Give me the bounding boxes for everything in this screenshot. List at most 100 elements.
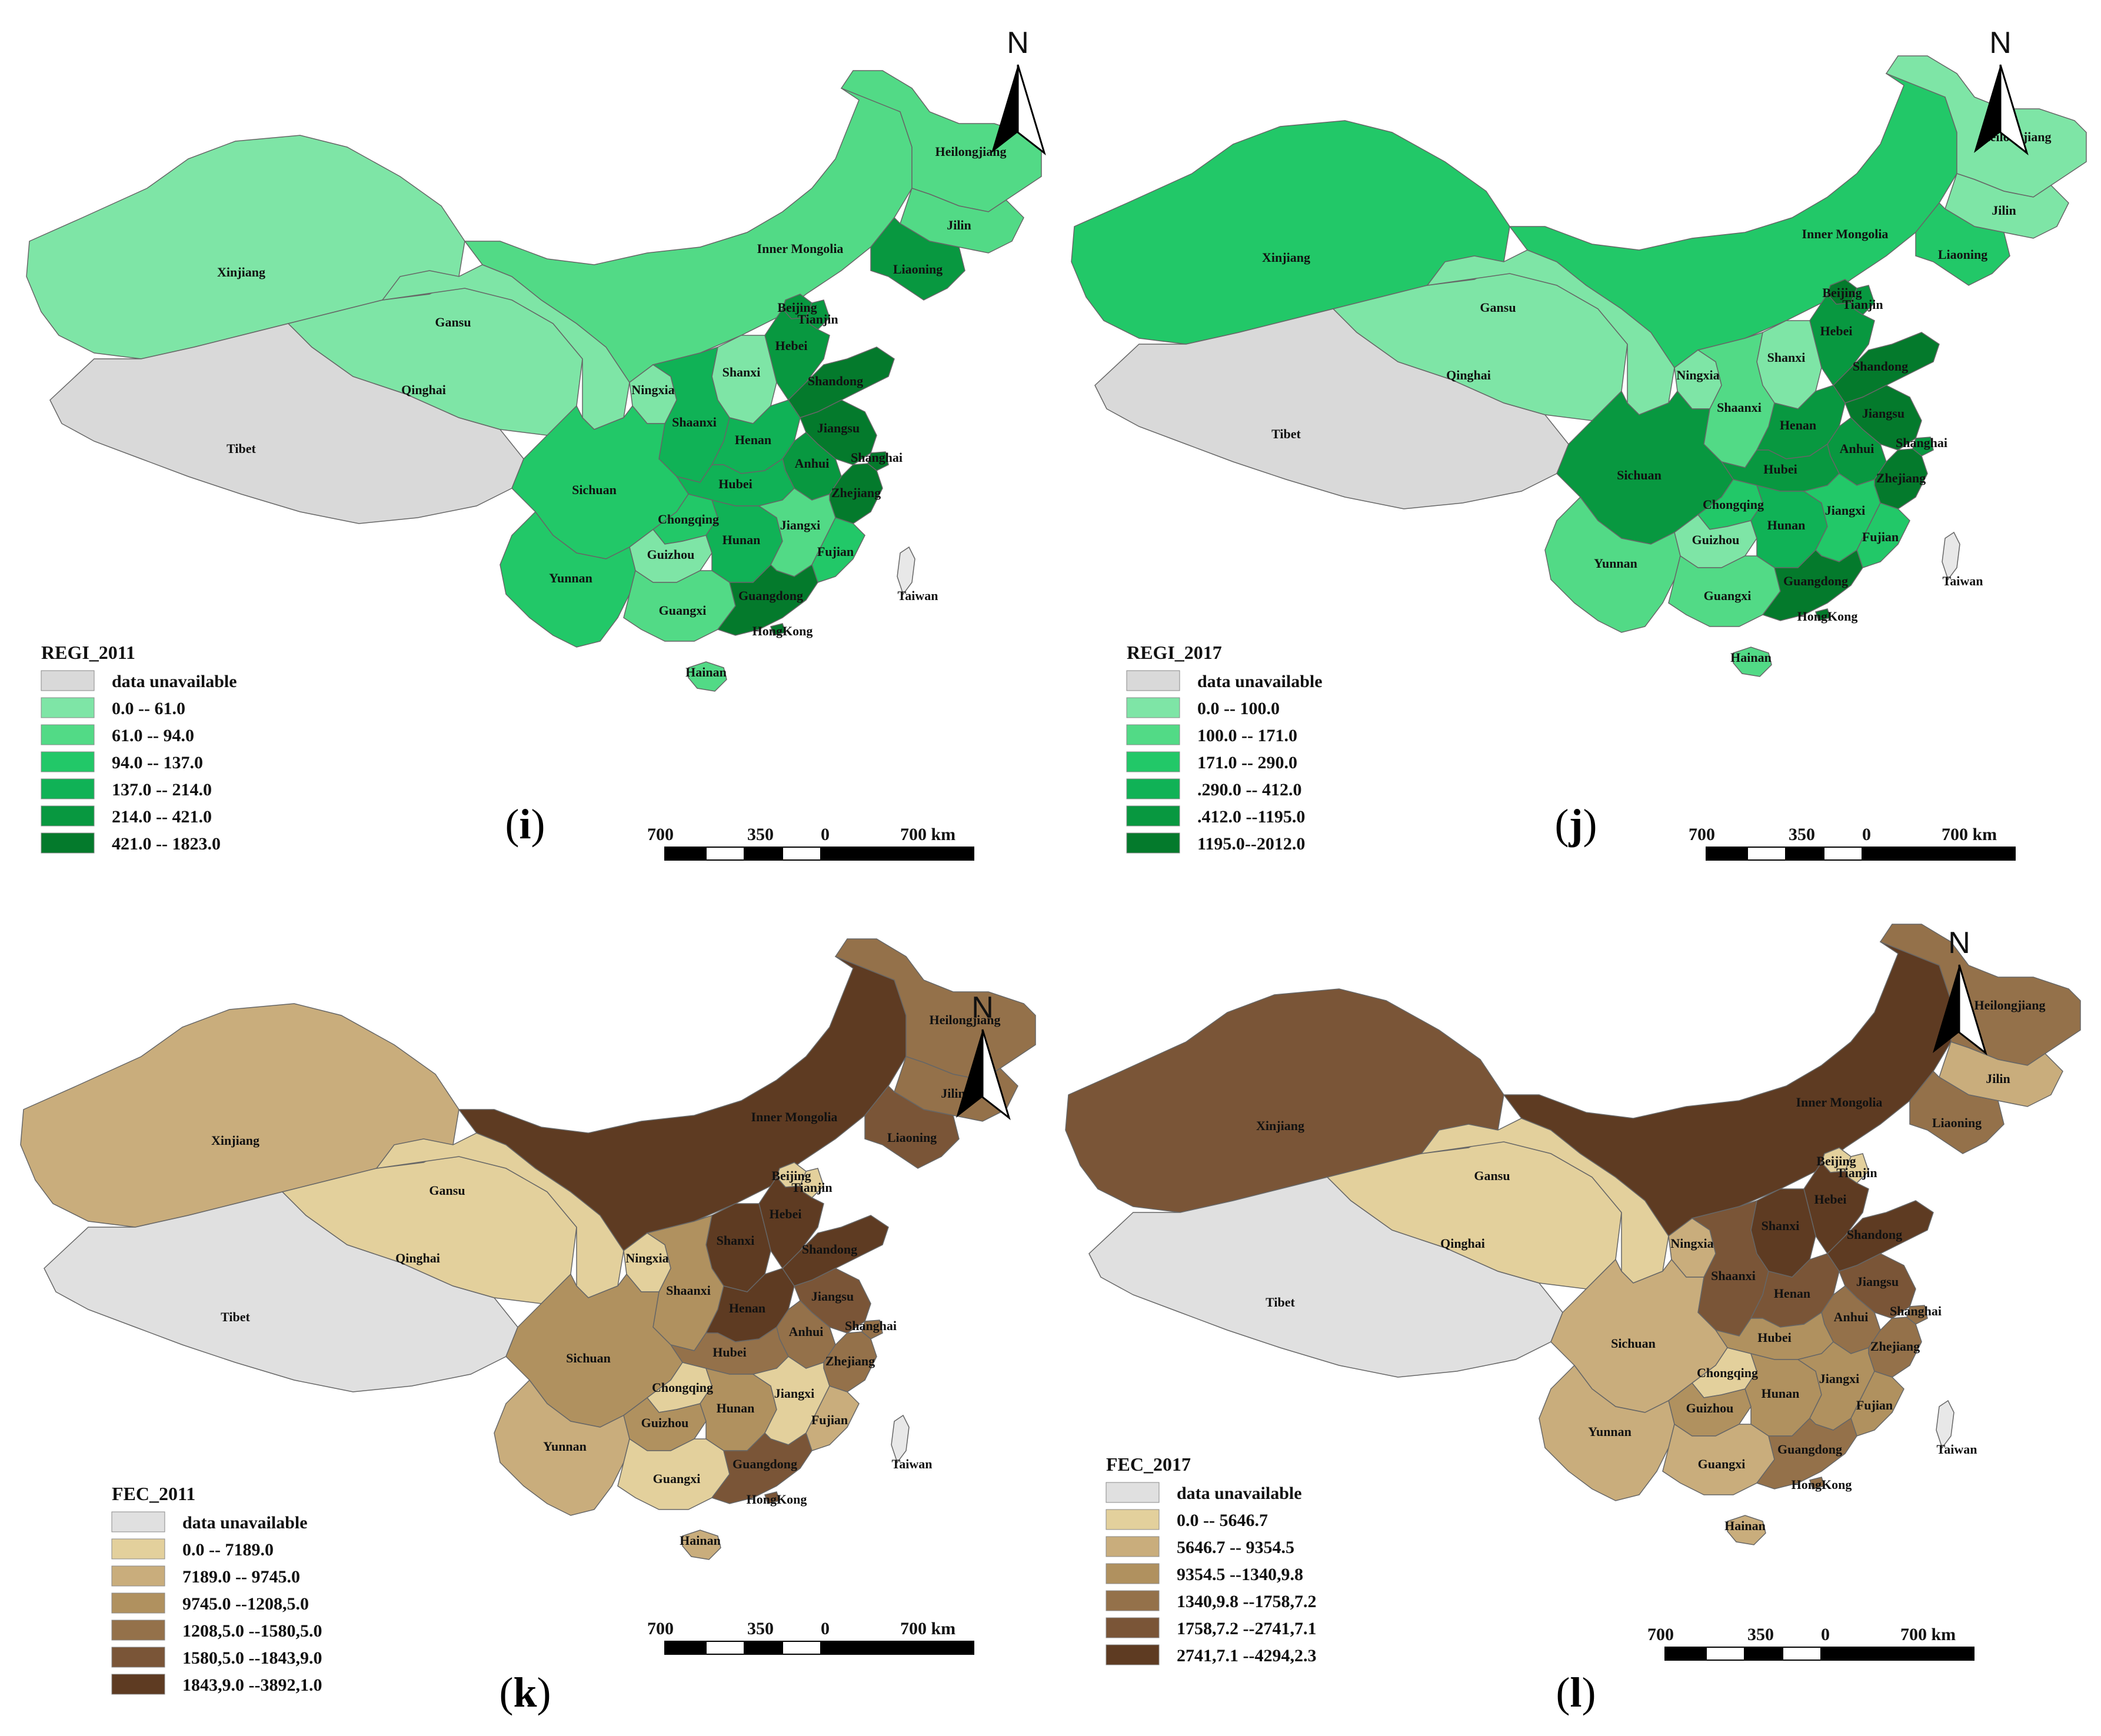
province-layer: Xinjiang Tibet Qinghai Gansu Inner Mongolia H… (26, 70, 1042, 692)
north-arrow-left (991, 65, 1018, 153)
label-shaanxi: Shaanxi (672, 415, 717, 429)
label-sichuan: Sichuan (572, 482, 617, 497)
scale-label: 0 (821, 1619, 830, 1638)
label-tianjin: Tianjin (1842, 297, 1883, 312)
map-svg-l: Xinjiang Tibet Qinghai Gansu Inner Mongolia H… (1065, 924, 2081, 1665)
label-hong-kong: HongKong (747, 1492, 807, 1507)
province-guangdong (1756, 1417, 1857, 1490)
label-fujian: Fujian (1862, 529, 1899, 544)
panel-caption-j: (j) (1554, 801, 1597, 848)
legend-swatch (41, 778, 95, 799)
north-arrow-right (981, 1029, 1011, 1121)
province-taiwan (897, 546, 915, 595)
label-yunnan: Yunnan (543, 1439, 587, 1454)
legend-swatch (111, 1511, 165, 1532)
legend-swatch (111, 1592, 165, 1614)
label-sichuan: Sichuan (566, 1351, 611, 1365)
province-yunnan (500, 511, 636, 648)
label-guizhou: Guizhou (641, 1415, 689, 1430)
legend-label: 7189.0 -- 9745.0 (182, 1567, 300, 1587)
label-yunnan: Yunnan (549, 571, 592, 585)
label-inner-mongolia: Inner Mongolia (1796, 1095, 1883, 1109)
scale-label: 700 (647, 1619, 674, 1638)
label-chongqing: Chongqing (1703, 497, 1764, 512)
scale-segment (705, 1641, 745, 1655)
label-hebei: Hebei (770, 1207, 802, 1221)
panel-letter-l: l (1570, 1669, 1582, 1716)
province-hong-kong (1809, 1477, 1825, 1490)
legend-label: 1195.0--2012.0 (1197, 834, 1305, 854)
scale-label: 350 (1747, 1625, 1774, 1644)
label-liaoning: Liaoning (887, 1130, 937, 1145)
label-guangxi: Guangxi (653, 1471, 701, 1486)
label-hainan: Hainan (685, 665, 727, 679)
label-liaoning: Liaoning (893, 262, 943, 276)
scale-bar: 700 350 0 700 km (1689, 825, 2016, 861)
label-tianjin: Tianjin (791, 1180, 832, 1195)
scale-segment (1785, 847, 1824, 861)
province-hong-kong (770, 623, 786, 636)
scale-segment (705, 847, 745, 861)
label-hainan: Hainan (1724, 1518, 1766, 1533)
scale-segment (782, 1641, 821, 1655)
label-beijing: Beijing (1822, 285, 1862, 300)
label-jiangsu: Jiangsu (1862, 406, 1904, 421)
label-guangdong: Guangdong (738, 588, 803, 603)
legend-label: data unavailable (182, 1513, 308, 1532)
legend-swatch (1126, 724, 1180, 745)
scale-segment (1664, 1647, 1707, 1661)
label-beijing: Beijing (777, 300, 817, 315)
label-tibet: Tibet (221, 1310, 250, 1324)
label-tibet: Tibet (227, 441, 256, 456)
label-heilongjiang: Heilongjiang (1974, 998, 2045, 1012)
label-yunnan: Yunnan (1588, 1424, 1631, 1439)
label-chongqing: Chongqing (658, 512, 719, 527)
legend-title: FEC_2011 (112, 1483, 195, 1504)
province-hainan (1727, 1515, 1766, 1545)
label-hebei: Hebei (1820, 324, 1853, 338)
label-hong-kong: HongKong (1792, 1477, 1852, 1492)
legend-swatch (1126, 670, 1180, 691)
province-liaoning (1915, 202, 2010, 286)
province-taiwan (1936, 1400, 1955, 1449)
label-inner-mongolia: Inner Mongolia (1802, 226, 1889, 241)
label-liaoning: Liaoning (1938, 247, 1987, 262)
label-henan: Henan (729, 1301, 765, 1315)
panel-caption-l: (l) (1556, 1669, 1596, 1716)
label-shaanxi: Shaanxi (666, 1283, 711, 1298)
province-liaoning (1909, 1070, 2005, 1154)
legend-label: 137.0 -- 214.0 (112, 780, 212, 799)
north-arrow-left (1974, 65, 2000, 153)
panel-caption-i: (i) (505, 801, 545, 848)
legend-swatch (1106, 1482, 1160, 1503)
province-fujian (811, 517, 865, 583)
label-shaanxi: Shaanxi (1711, 1268, 1756, 1283)
label-henan: Henan (1774, 1286, 1810, 1301)
legend-label: 1580,5.0 --1843,9.0 (182, 1648, 322, 1668)
legend-title: REGI_2017 (1127, 642, 1222, 663)
legend-label: 0.0 -- 100.0 (1197, 699, 1280, 718)
legend-swatch (41, 751, 95, 772)
label-shanghai: Shanghai (845, 1318, 897, 1333)
province-fujian (805, 1385, 860, 1451)
scale-segment (820, 1641, 974, 1655)
label-hong-kong: HongKong (753, 624, 813, 638)
province-taiwan (891, 1414, 910, 1464)
legend-label: data unavailable (112, 672, 237, 691)
label-shanxi: Shanxi (722, 365, 761, 379)
legend-swatch (1106, 1509, 1160, 1530)
province-shanghai (861, 1320, 883, 1340)
panel-letter-i: i (519, 801, 531, 848)
province-shanghai (867, 451, 889, 471)
label-guizhou: Guizhou (1692, 532, 1740, 547)
label-heilongjiang: Heilongjiang (929, 1012, 1000, 1027)
province-yunnan (1539, 1364, 1675, 1501)
scale-label: 700 km (900, 825, 955, 844)
label-tianjin: Tianjin (797, 312, 838, 326)
label-guangxi: Guangxi (659, 603, 707, 618)
scale-label: 700 km (900, 1619, 955, 1638)
province-liaoning (870, 216, 965, 301)
label-jiangxi: Jiangxi (780, 518, 820, 532)
label-taiwan: Taiwan (898, 588, 938, 603)
